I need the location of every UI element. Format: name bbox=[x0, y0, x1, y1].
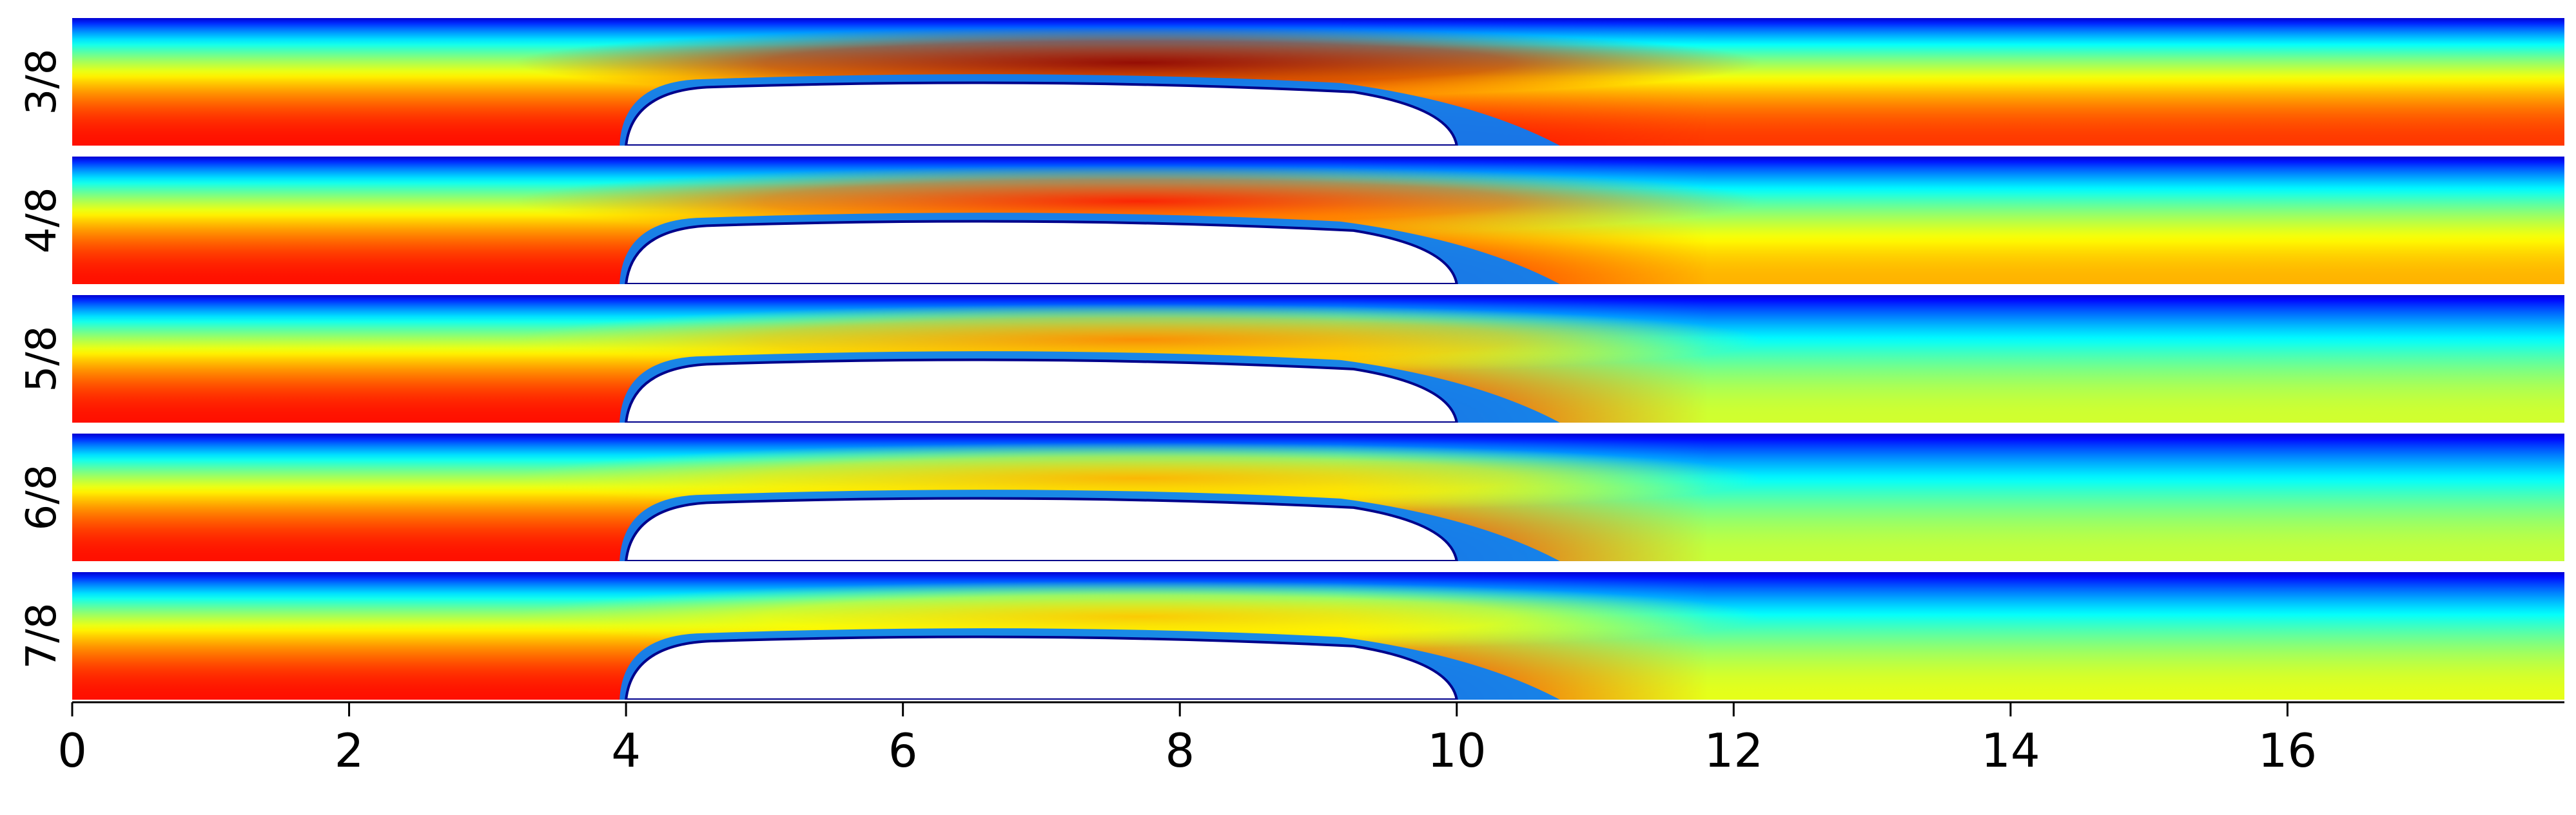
x-tick-label: 2 bbox=[335, 724, 364, 778]
obstacle-bump bbox=[625, 81, 1458, 146]
panel-label: 7/8 bbox=[18, 603, 66, 669]
panel-label: 5/8 bbox=[18, 326, 66, 392]
panel-5 bbox=[72, 572, 2564, 700]
x-tick-label: 6 bbox=[888, 724, 918, 778]
panel-label: 4/8 bbox=[18, 187, 66, 254]
x-tick-label: 8 bbox=[1165, 724, 1195, 778]
panel-4 bbox=[72, 434, 2564, 561]
panel-1 bbox=[72, 18, 2564, 146]
x-tick-label: 14 bbox=[1981, 724, 2040, 778]
panel-label: 3/8 bbox=[18, 49, 66, 115]
obstacle-bump bbox=[625, 220, 1458, 284]
panel-2 bbox=[72, 157, 2564, 284]
obstacle-bump bbox=[625, 635, 1458, 700]
x-tick-label: 0 bbox=[57, 724, 87, 778]
x-tick-label: 16 bbox=[2258, 724, 2317, 778]
obstacle-bump bbox=[625, 497, 1458, 561]
panels-group bbox=[72, 18, 2564, 700]
x-tick-label: 4 bbox=[611, 724, 641, 778]
x-axis: 0 2 4 6 8 10 12 14 16 bbox=[57, 701, 2564, 778]
obstacle-bump bbox=[625, 358, 1458, 423]
panel-3 bbox=[72, 295, 2564, 423]
x-tick-label: 12 bbox=[1704, 724, 1764, 778]
panel-label: 6/8 bbox=[18, 465, 66, 531]
x-tick-label: 10 bbox=[1427, 724, 1487, 778]
